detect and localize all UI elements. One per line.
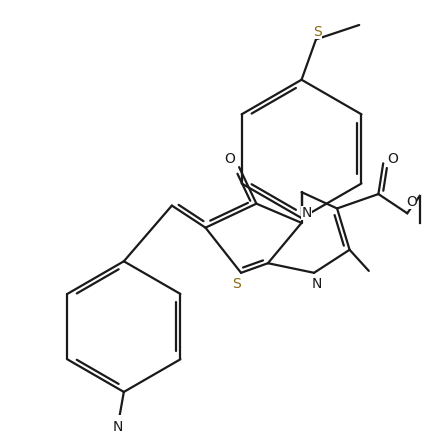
Text: N: N [311, 277, 321, 291]
Text: N: N [300, 206, 311, 220]
Text: O: O [224, 152, 234, 166]
Text: O: O [406, 195, 417, 209]
Text: S: S [313, 25, 322, 39]
Text: O: O [387, 152, 398, 165]
Text: S: S [231, 277, 240, 291]
Text: N: N [113, 420, 123, 432]
